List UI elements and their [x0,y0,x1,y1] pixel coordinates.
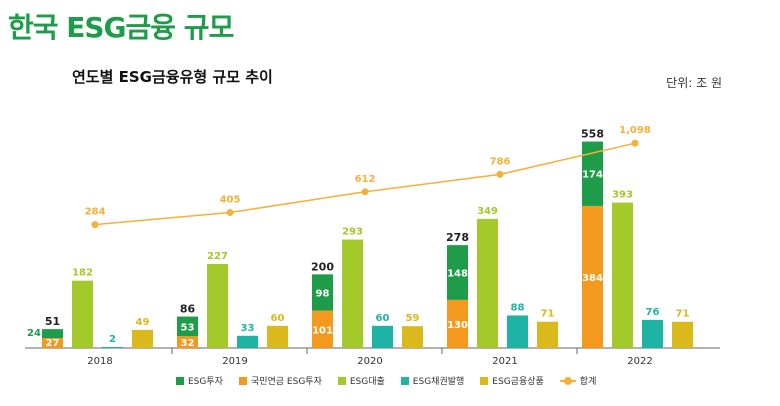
total-point [91,221,99,229]
data-label: 32 [181,338,195,349]
total-point-label: 284 [85,207,106,218]
total-point-label: 612 [355,174,376,185]
legend-swatch [400,376,409,385]
data-label: 393 [612,190,633,201]
data-label: 227 [207,251,228,262]
legend-item-nps-esg: 국민연금 ESG투자 [238,374,322,387]
data-label: 76 [646,307,660,318]
legend-label: ESG투자 [188,377,223,387]
total-point-label: 786 [490,156,511,167]
bar-2 [267,325,288,348]
data-label: 60 [271,313,285,324]
bar-1 [372,325,393,348]
data-label: 349 [477,206,498,217]
bar-esg-investment [312,274,333,311]
legend-label: 합계 [579,377,597,387]
data-label: 130 [447,320,468,331]
total-point-label: 1,098 [619,125,651,136]
bar-1 [642,319,663,348]
page-title: 한국 ESG금융 규모 [8,11,234,44]
bar-esg-investment [177,316,198,337]
total-point [496,170,504,178]
x-tick-label: 2019 [222,356,247,367]
x-tick-label: 2020 [357,356,382,367]
bar-esg-investment [582,141,603,206]
legend-label: ESG대출 [349,377,385,387]
data-label: 293 [342,227,363,238]
legend-line-swatch [559,376,576,385]
bar-esg-investment [447,245,468,300]
x-tick-label: 2022 [627,356,652,367]
data-label: 33 [241,323,255,334]
bar-0 [477,218,498,348]
data-label: 59 [406,313,420,324]
data-label: 174 [582,170,603,181]
total-point-label: 405 [220,195,241,206]
total-point [226,209,234,216]
bar-0 [612,202,633,348]
data-label: 88 [511,302,525,313]
bar-0 [72,280,93,348]
data-label: 27 [46,338,60,349]
data-label: 98 [316,289,330,300]
legend-item-esg-product: ESG금융상품 [480,374,544,387]
legend-swatch [337,376,346,385]
legend-label: ESG채권발행 [412,377,465,387]
data-label: 49 [136,317,150,328]
data-label: 60 [376,313,390,324]
legend-label: 국민연금 ESG투자 [250,377,322,387]
chart-subtitle: 연도별 ESG금융유형 규모 추이 [72,68,273,86]
data-label: 148 [447,269,468,280]
bar-2 [402,326,423,348]
bar-0 [342,239,363,348]
data-label: 24 [27,328,41,339]
bar-nps-esg [42,338,63,348]
bar-esg-investment [42,329,63,339]
bar-2 [132,329,153,348]
data-label: 71 [541,309,555,320]
legend-item-esg-investment: ESG투자 [176,374,223,387]
legend-item-esg-loan: ESG대출 [337,374,385,387]
legend-swatch [238,376,247,385]
legend-swatch [480,376,489,385]
legend-item-total: 합계 [559,374,597,387]
bar-nps-esg [582,205,603,348]
data-label: 2 [109,334,116,345]
bar-nps-esg [177,336,198,348]
x-tick-label: 2018 [87,356,112,367]
unit-label: 단위: 조 원 [666,76,722,90]
x-tick-label: 2021 [492,356,517,367]
data-label: 53 [181,322,195,333]
bar-nps-esg [312,310,333,348]
total-label: 558 [581,128,604,141]
total-label: 200 [311,260,334,273]
total-label: 51 [45,315,60,328]
bar-1 [507,315,528,348]
legend-swatch [176,376,184,385]
total-point [361,188,369,196]
bar-0 [207,264,228,348]
data-label: 71 [676,309,690,320]
total-point [631,139,639,147]
total-label: 86 [180,303,196,316]
bar-1 [237,335,258,348]
bar-1 [102,347,123,348]
data-label: 182 [72,268,93,279]
legend-item-esg-bond: ESG채권발행 [400,374,465,387]
bar-2 [537,321,558,348]
bar-2 [672,321,693,348]
bar-nps-esg [447,299,468,348]
total-label: 278 [446,231,469,244]
data-label: 384 [582,273,603,284]
legend-label: ESG금융상품 [492,377,544,387]
legend: ESG투자 국민연금 ESG투자 ESG대출 ESG채권발행 ESG금융상품 합… [176,374,596,387]
data-label: 101 [312,325,333,336]
